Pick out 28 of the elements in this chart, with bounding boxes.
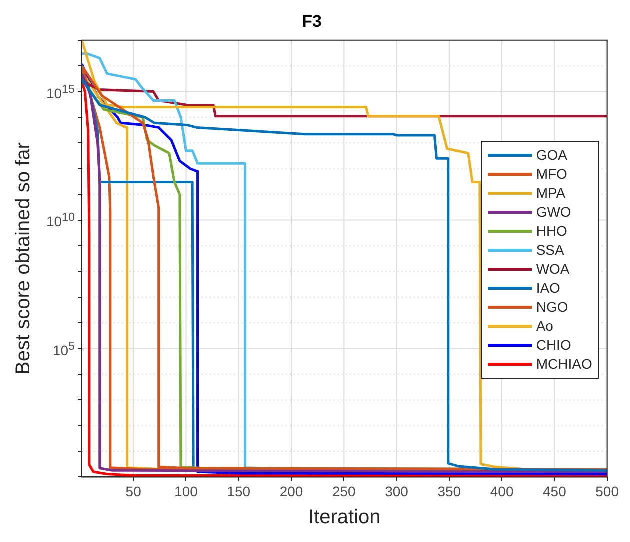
- y-tick-label: 10$^{5}$: [52, 338, 75, 360]
- x-tick-label: 250: [332, 483, 356, 500]
- x-tick-label: 100: [174, 483, 198, 500]
- legend-label: IAO: [536, 280, 560, 296]
- legend-label: GWO: [536, 204, 572, 220]
- legend-label: WOA: [536, 261, 570, 278]
- y-tick-label: 10$^{15}$: [46, 82, 75, 102]
- legend-label: NGO: [536, 299, 568, 316]
- x-tick-label: 150: [227, 483, 251, 500]
- x-tick-label: 500: [596, 483, 620, 500]
- chart-title: F3: [302, 12, 322, 31]
- legend-label: SSA: [536, 242, 564, 258]
- y-axis-title: Best score obtained so far: [12, 142, 35, 375]
- legend-label: CHIO: [536, 337, 572, 354]
- legend-label: MFO: [536, 166, 568, 182]
- legend-label: Ao: [536, 318, 554, 334]
- x-tick-label: 350: [438, 483, 462, 500]
- x-tick-label: 300: [385, 483, 409, 500]
- x-tick-label: 200: [280, 483, 304, 500]
- x-tick-label: 400: [490, 483, 514, 500]
- x-axis-title: Iteration: [308, 506, 381, 529]
- legend-label: GOA: [536, 147, 568, 164]
- x-tick-label: 50: [126, 483, 142, 500]
- legend-label: MPA: [536, 185, 566, 202]
- y-tick-label: 10$^{10}$: [46, 210, 75, 231]
- legend-label: MCHIAO: [536, 356, 592, 372]
- legend-label: HHO: [536, 223, 568, 240]
- x-tick-label: 450: [543, 483, 567, 500]
